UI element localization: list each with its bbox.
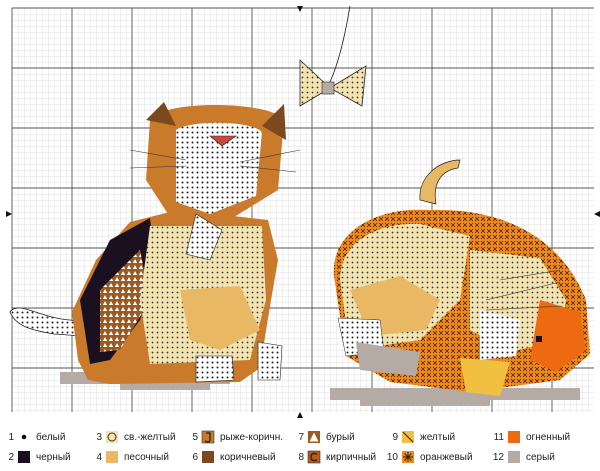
legend-item: 2 черный [0,447,71,467]
legend-label: желтый [420,431,456,443]
center-marker-left [6,211,12,217]
legend-number: 5 [192,431,198,443]
solid-swatch-icon [17,450,31,464]
legend: 1 белый 2 черный 3 св.-желтый 4 песочный 5 рыже-к… [0,420,600,471]
legend-label: огненный [526,431,571,443]
legend-number: 1 [8,431,14,443]
solid-swatch-icon [105,450,119,464]
center-marker-top [297,6,303,12]
curled-cat [333,159,590,396]
legend-number: 4 [96,451,102,463]
legend-label: оранжевый [420,451,473,463]
legend-item: 5 рыже-коричн. [184,427,283,447]
legend-item: 8 кирпичный [290,447,376,467]
legend-label: рыже-коричн. [220,431,284,443]
legend-number: 11 [493,431,504,443]
legend-item: 10 оранжевый [384,447,473,467]
legend-item: 11 огненный [490,427,570,447]
legend-label: белый [36,431,66,443]
dot-icon [17,430,31,444]
legend-number: 2 [8,451,14,463]
stitch-chart [6,5,600,418]
triangle-icon [307,430,321,444]
asterisk-icon [401,450,415,464]
solid-swatch-icon [507,450,521,464]
center-marker-right [594,211,600,217]
legend-item: 6 коричневый [184,447,276,467]
legend-number: 12 [492,451,504,463]
j-mark-icon [201,430,215,444]
legend-item: 4 песочный [88,447,169,467]
legend-number: 3 [96,431,102,443]
diagonal-icon [401,430,415,444]
legend-item: 3 св.-желтый [88,427,176,447]
legend-number: 10 [386,451,398,463]
butterfly [299,5,367,107]
center-marker-bottom [297,412,303,418]
c-mark-icon [307,450,321,464]
circle-icon [105,430,119,444]
legend-label: черный [36,451,71,463]
legend-label: св.-желтый [124,431,176,443]
legend-number: 8 [298,451,304,463]
legend-label: кирпичный [326,451,377,463]
legend-item: 1 белый [0,427,65,447]
legend-number: 9 [392,431,398,443]
legend-item: 9 желтый [384,427,455,447]
legend-label: серый [526,451,555,463]
legend-label: коричневый [220,451,276,463]
solid-swatch-icon [507,430,521,444]
solid-swatch-icon [201,450,215,464]
legend-number: 7 [298,431,304,443]
legend-item: 12 серый [490,447,555,467]
legend-item: 7 бурый [290,427,355,447]
legend-number: 6 [192,451,198,463]
legend-label: бурый [326,431,355,443]
sitting-cat [9,102,301,384]
legend-label: песочный [124,451,169,463]
